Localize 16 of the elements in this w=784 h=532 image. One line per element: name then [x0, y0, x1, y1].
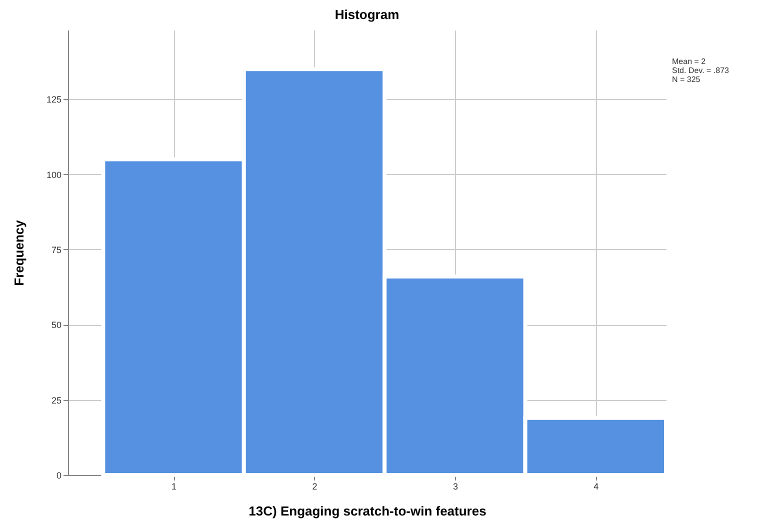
- text: Mean = 2: [672, 57, 706, 66]
- y-tick-label: 100: [46, 170, 62, 180]
- x-tick-label: 4: [594, 482, 599, 492]
- y-tick-label: 75: [51, 244, 62, 255]
- text: Std. Dev. = .873: [672, 66, 730, 75]
- y-tick-label: 50: [51, 320, 62, 330]
- x-tick-label: 1: [172, 482, 177, 492]
- text: N = 325: [672, 75, 701, 84]
- y-axis-title: Frequency: [11, 219, 26, 286]
- x-tick-label: 2: [312, 482, 318, 492]
- y-tick-label: 25: [51, 395, 62, 406]
- x-tick-label: 3: [452, 482, 458, 492]
- chart-title: Histogram: [334, 7, 400, 22]
- y-tick-label: 0: [56, 470, 62, 480]
- x-axis-title: 13C) Engaging scratch-to-win features: [248, 504, 486, 518]
- y-tick-label: 125: [46, 94, 62, 105]
